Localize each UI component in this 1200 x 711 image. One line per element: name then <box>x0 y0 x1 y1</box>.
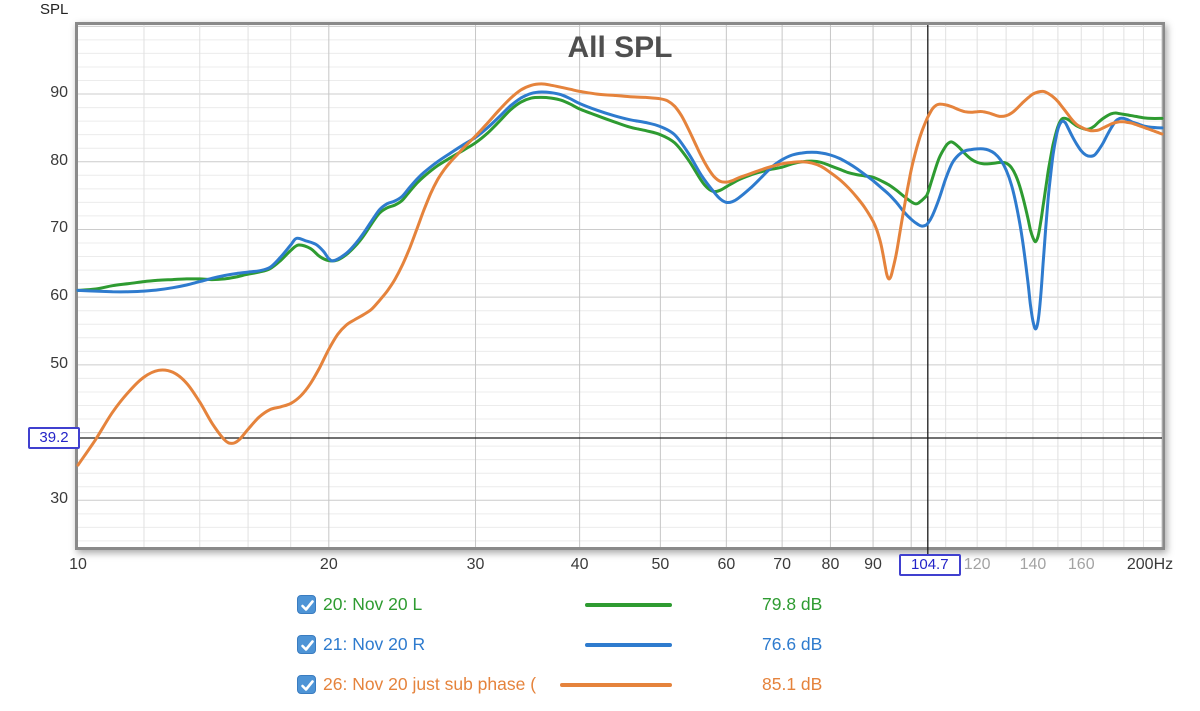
chart-canvas[interactable] <box>72 25 1164 556</box>
trace-enabled-checkbox[interactable] <box>297 635 316 654</box>
trace-curve <box>76 90 1164 331</box>
x-tick-label: 70 <box>773 556 792 573</box>
trace-level-value: 79.8 dB <box>762 594 823 614</box>
trace-label[interactable]: 26: Nov 20 just sub phase ( <box>323 674 537 694</box>
legend-row: 20: Nov 20 L 79.8 dB <box>297 591 1177 619</box>
trace-line-sample <box>585 643 672 647</box>
check-mark-icon <box>301 600 314 611</box>
x-tick-label: 60 <box>717 556 736 573</box>
cursor-y-readout: 39.2 <box>28 426 80 449</box>
trace-curve <box>76 82 1164 467</box>
chart-title: All SPL <box>567 31 673 64</box>
y-tick-label: 80 <box>50 151 68 169</box>
y-tick-label: 70 <box>50 219 68 237</box>
cursor-x-readout: 104.7 <box>898 554 961 576</box>
y-tick-label: 90 <box>50 84 68 102</box>
x-tick-label: 200Hz <box>1126 556 1174 573</box>
legend-row: 26: Nov 20 just sub phase ( 85.1 dB <box>297 671 1177 699</box>
trace-line-sample <box>560 683 672 687</box>
check-mark-icon <box>301 680 314 691</box>
x-tick-label: 80 <box>821 556 840 573</box>
trace-curve <box>76 95 1164 292</box>
trace-line-sample <box>585 603 672 607</box>
y-tick-label: 50 <box>50 354 68 372</box>
x-tick-label: 50 <box>651 556 670 573</box>
trace-label[interactable]: 20: Nov 20 L <box>323 594 423 614</box>
x-tick-label: 90 <box>864 556 882 573</box>
legend-row: 21: Nov 20 R 76.6 dB <box>297 631 1177 659</box>
x-tick-label: 10 <box>69 556 87 573</box>
trace-level-value: 76.6 dB <box>762 634 823 654</box>
x-tick-label: 20 <box>319 556 338 573</box>
x-tick-label: 40 <box>570 556 589 573</box>
y-tick-label: 60 <box>50 287 68 305</box>
x-tick-label: 160 <box>1067 556 1095 573</box>
x-tick-label: 140 <box>1019 556 1047 573</box>
x-tick-label: 120 <box>963 556 991 573</box>
trace-enabled-checkbox[interactable] <box>297 595 316 614</box>
y-axis-title: SPL <box>40 1 69 18</box>
plot-area[interactable]: All SPL <box>72 22 1165 556</box>
trace-enabled-checkbox[interactable] <box>297 675 316 694</box>
x-tick-label: 30 <box>466 556 485 573</box>
trace-level-value: 85.1 dB <box>762 674 823 694</box>
legend: 20: Nov 20 L 79.8 dB 21: Nov 20 R 76.6 d… <box>297 591 1177 711</box>
y-tick-label: 30 <box>50 490 68 508</box>
check-mark-icon <box>301 640 314 651</box>
trace-label[interactable]: 21: Nov 20 R <box>323 634 426 654</box>
